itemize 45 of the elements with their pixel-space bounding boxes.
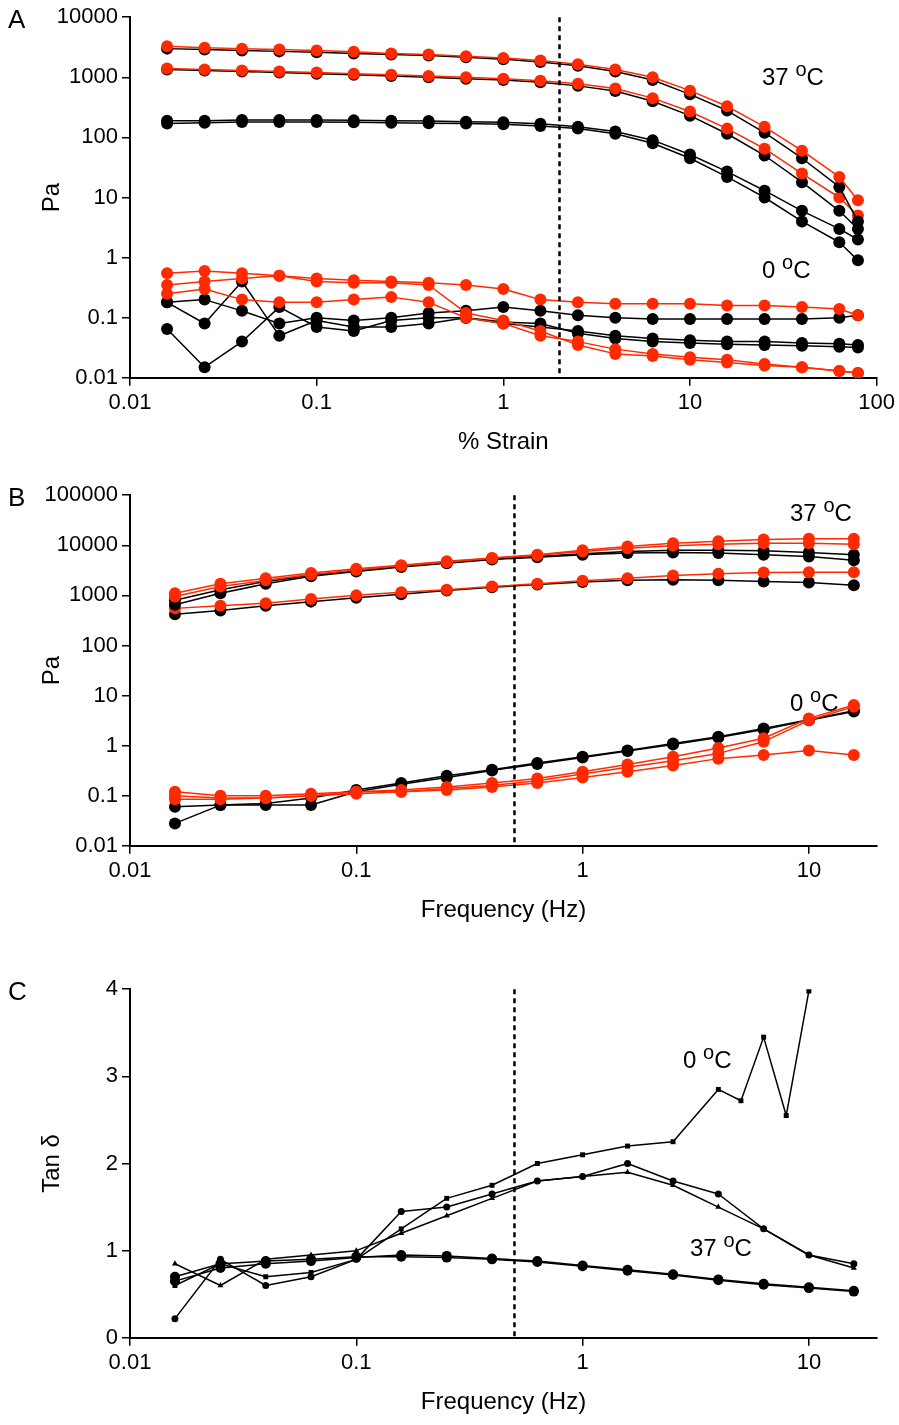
x-tick-label: 10 [796, 1349, 822, 1375]
y-tick-label: 0.1 [87, 303, 118, 329]
x-tick-label: 10 [796, 857, 822, 883]
y-tick-label: 100000 [44, 481, 118, 507]
x-tick-label: 10 [677, 389, 703, 415]
annotation: 37 $^{o}$C [790, 494, 852, 527]
y-tick-label: 1000 [69, 63, 118, 89]
x-tick-label: 100 [858, 389, 896, 415]
text: A [8, 4, 26, 35]
x-axis-title: Frequency (Hz) [420, 1387, 587, 1415]
y-tick-label: 10000 [56, 531, 118, 557]
text: B [8, 482, 26, 513]
y-axis-title: Tan δ [37, 1134, 65, 1193]
annotation: 0 $^{o}$C [790, 684, 839, 717]
x-axis-title: % Strain [457, 427, 549, 455]
annotation: 37 $^{o}$C [762, 58, 824, 91]
y-axis-title: Pa [37, 655, 65, 686]
y-tick-label: 1 [105, 243, 118, 269]
y-tick-label: 100 [81, 631, 118, 657]
x-tick-label: 1 [497, 389, 510, 415]
y-tick-label: 3 [105, 1062, 118, 1088]
annotation: 37 $^{o}$C [690, 1229, 752, 1262]
y-tick-label: 0.1 [87, 781, 118, 807]
x-tick-label: 0.1 [301, 389, 332, 415]
y-axis-title: Pa [37, 182, 65, 213]
y-tick-label: 2 [105, 1149, 118, 1175]
y-tick-label: 1 [105, 731, 118, 757]
x-axis-title: Frequency (Hz) [420, 895, 587, 923]
y-tick-label: 100 [81, 123, 118, 149]
annotation: 0 $^{o}$C [762, 251, 811, 284]
x-tick-label: 0.1 [341, 1349, 372, 1375]
x-tick-label: 1 [576, 857, 589, 883]
y-tick-label: 10000 [56, 3, 118, 29]
x-tick-label: 1 [576, 1349, 589, 1375]
y-tick-label: 1 [105, 1236, 118, 1262]
y-tick-label: 0 [105, 1323, 118, 1349]
y-tick-label: 10 [93, 681, 118, 707]
annotation: 0 $^{o}$C [683, 1041, 732, 1074]
y-tick-label: 1000 [69, 581, 118, 607]
text: C [8, 976, 27, 1007]
y-tick-label: 0.01 [75, 831, 118, 857]
y-tick-label: 4 [105, 975, 118, 1001]
y-tick-label: 10 [93, 183, 118, 209]
y-tick-label: 0.01 [75, 363, 118, 389]
x-tick-label: 0.1 [341, 857, 372, 883]
